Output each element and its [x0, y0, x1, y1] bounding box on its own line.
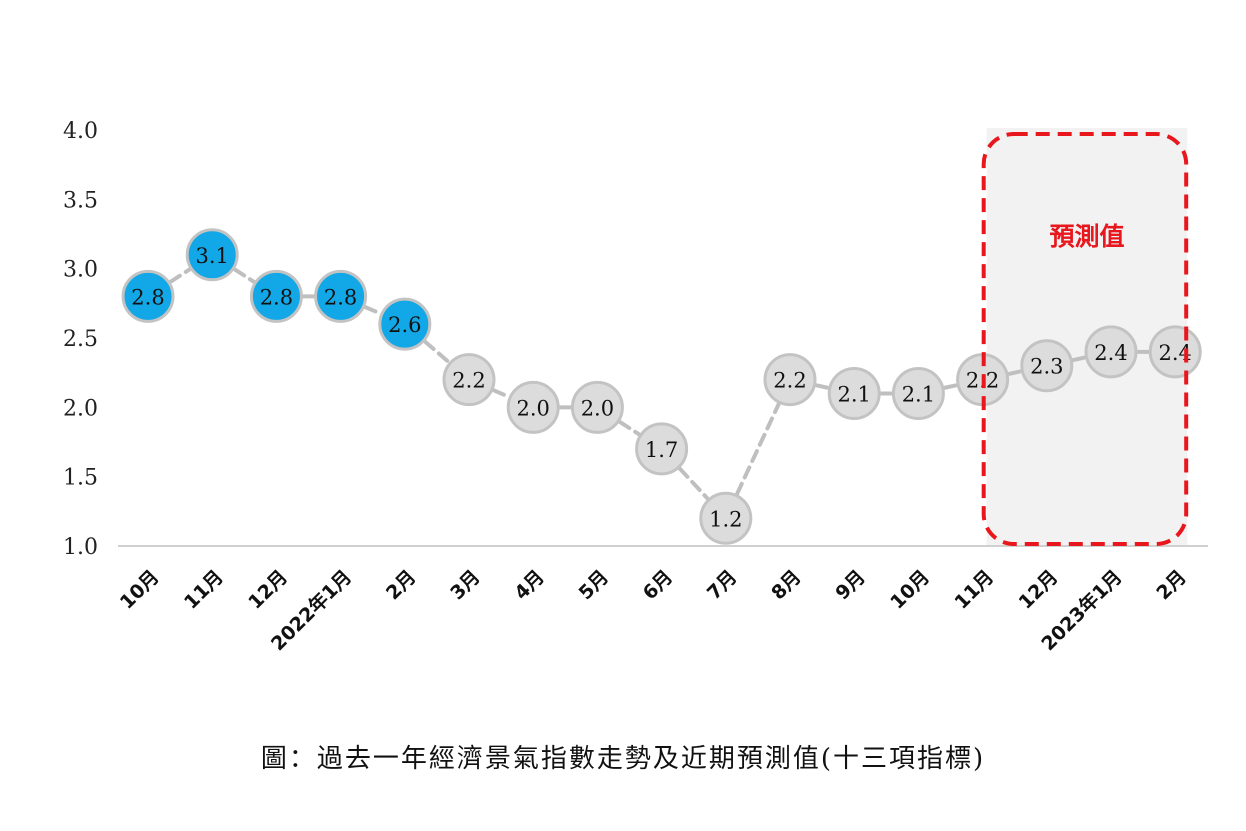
data-label: 2.3 [1030, 355, 1063, 379]
x-tick-label: 11月 [180, 566, 228, 614]
figure-caption: 圖：過去一年經濟景氣指數走勢及近期預測值(十三項指標) [260, 744, 986, 774]
x-tick-label: 7月 [703, 566, 741, 604]
data-label: 2.1 [837, 382, 870, 406]
x-tick-label: 11月 [950, 566, 998, 614]
forecast-region-box [981, 132, 1189, 546]
x-tick-label: 2月 [1152, 566, 1190, 604]
data-point [1020, 339, 1074, 393]
forecast-label: 預測值 [1049, 222, 1124, 251]
series-segment [1071, 355, 1087, 363]
x-tick-label: 5月 [575, 566, 613, 604]
x-tick-label: 12月 [244, 566, 292, 614]
data-label: 1.2 [709, 507, 742, 531]
data-point [378, 297, 432, 351]
data-label: 2.2 [452, 369, 485, 393]
data-point [249, 269, 303, 323]
data-label: 2.2 [773, 369, 806, 393]
data-label: 2.1 [902, 382, 935, 406]
series-segment [814, 383, 830, 390]
data-label: 2.0 [581, 396, 614, 420]
series-segment [735, 402, 781, 496]
x-tick-label: 6月 [639, 566, 677, 604]
data-point [699, 491, 753, 545]
data-point [506, 380, 560, 434]
series-markers: 2.8 3.1 2.8 2.8 2.6 2.2 2.0 2.0 1.7 1.2 2.2 2.1 2.1 2… [121, 228, 1202, 545]
data-label: 2.8 [260, 285, 293, 309]
y-axis: 1.0 1.5 2.0 2.5 3.0 3.5 4.0 [63, 119, 98, 560]
data-point [442, 353, 496, 407]
series-segment [942, 383, 959, 390]
x-tick-label: 10月 [886, 566, 934, 614]
data-point [635, 422, 689, 476]
data-label: 2.4 [1094, 341, 1127, 365]
data-label: 2.6 [388, 313, 421, 337]
data-point [185, 228, 239, 282]
series-segment [491, 388, 511, 399]
x-tick-label: 12月 [1015, 566, 1063, 614]
series-segment [423, 339, 451, 364]
data-label: 2.0 [516, 396, 549, 420]
y-tick-label: 3.0 [63, 258, 98, 283]
x-tick-label: 2月 [382, 566, 420, 604]
y-tick-label: 4.0 [63, 119, 98, 144]
series-segment [677, 466, 710, 501]
data-point [891, 366, 945, 420]
y-tick-label: 3.5 [63, 188, 98, 213]
x-tick-label: 8月 [767, 566, 805, 604]
series-segment [232, 267, 256, 284]
x-tick-label: 4月 [510, 566, 548, 604]
data-label: 3.1 [195, 244, 228, 268]
data-point [763, 353, 817, 407]
data-point [1084, 325, 1138, 379]
series-segment [168, 267, 192, 284]
line-chart: 1.0 1.5 2.0 2.5 3.0 3.5 4.0 2.8 3.1 2.8 2.8 2.6 2.2… [63, 119, 1208, 655]
data-point [314, 269, 368, 323]
data-label: 1.7 [645, 438, 678, 462]
y-tick-label: 1.5 [63, 466, 98, 491]
series-line [168, 267, 1151, 501]
series-segment [618, 420, 641, 437]
data-point [121, 269, 175, 323]
x-tick-label: 10月 [116, 566, 164, 614]
data-point [570, 380, 624, 434]
series-segment [363, 305, 383, 316]
data-label: 2.8 [131, 285, 164, 309]
series-segment [1006, 369, 1023, 376]
x-tick-label: 3月 [446, 566, 484, 604]
data-point [827, 366, 881, 420]
y-tick-label: 1.0 [63, 535, 98, 560]
y-tick-label: 2.0 [63, 396, 98, 421]
x-tick-label: 9月 [831, 566, 869, 604]
data-label: 2.8 [324, 285, 357, 309]
y-tick-label: 2.5 [63, 327, 98, 352]
